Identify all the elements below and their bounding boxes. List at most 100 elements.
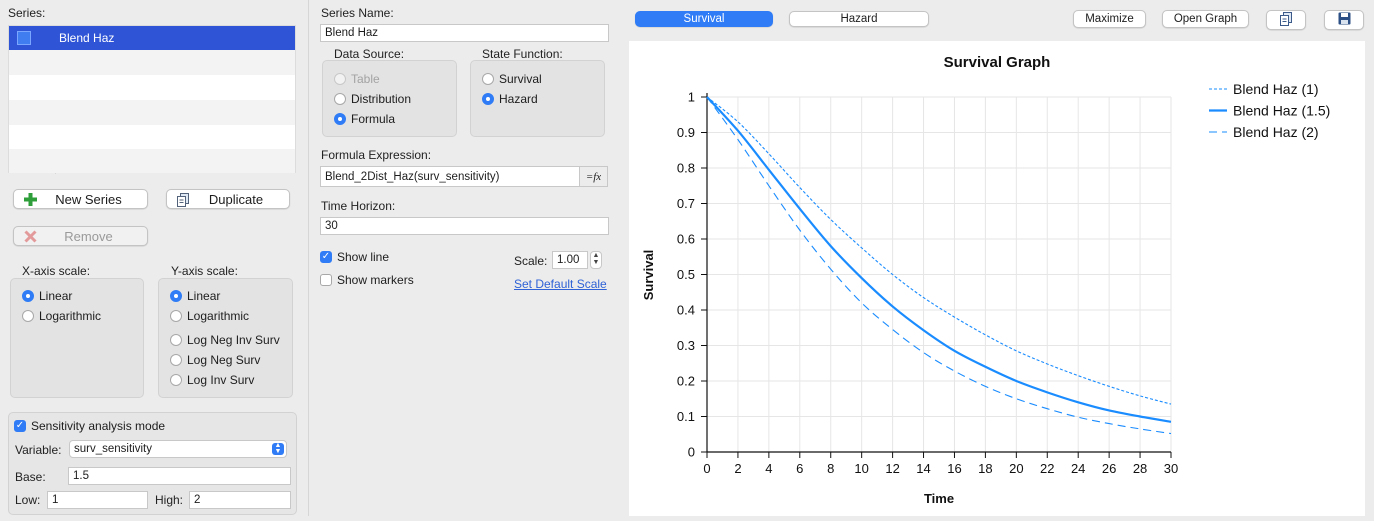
series-name-input[interactable]: Blend Haz xyxy=(320,24,609,42)
base-label: Base: xyxy=(15,470,46,484)
new-series-button[interactable]: New Series xyxy=(13,189,148,209)
variable-select[interactable]: surv_sensitivity ▲ ▼ xyxy=(69,440,287,458)
show-line-checkbox[interactable]: ✓ Show line xyxy=(320,250,389,264)
y-tick-label: 0.8 xyxy=(677,161,695,176)
checkbox-label: Sensitivity analysis mode xyxy=(31,419,166,433)
table-row[interactable] xyxy=(9,125,295,149)
state-function-label: State Function: xyxy=(482,47,563,61)
radio-label: Logarithmic xyxy=(187,309,250,323)
radio-label: Survival xyxy=(499,72,542,86)
survival-chart: Survival Graph Time Survival 0 2 4 6 8 10 12 14… xyxy=(641,54,1330,506)
open-graph-button[interactable]: Open Graph xyxy=(1162,10,1249,28)
copy-graph-button[interactable] xyxy=(1266,10,1306,30)
legend-label: Blend Haz (1) xyxy=(1233,81,1319,97)
x-tick-label: 22 xyxy=(1040,461,1054,476)
plus-icon xyxy=(24,193,37,206)
y-axis-title: Survival xyxy=(641,250,656,301)
panel-divider[interactable] xyxy=(308,0,309,516)
checkbox-label: Show markers xyxy=(337,273,414,287)
radio-dot xyxy=(170,334,182,346)
y-log-neg-surv-radio[interactable]: Log Neg Surv xyxy=(170,353,260,367)
duplicate-button[interactable]: Duplicate xyxy=(166,189,290,209)
show-markers-checkbox[interactable]: Show markers xyxy=(320,273,414,287)
table-row[interactable]: Blend Haz xyxy=(9,26,295,50)
y-axis-scale-label: Y-axis scale: xyxy=(171,264,238,278)
x-linear-radio[interactable]: Linear xyxy=(22,289,72,303)
radio-dot xyxy=(22,290,34,302)
y-tick-label: 0.3 xyxy=(677,338,695,353)
remove-label: Remove xyxy=(64,228,113,244)
series-color-swatch xyxy=(17,31,31,45)
time-horizon-input[interactable]: 30 xyxy=(320,217,609,235)
chevron-up-icon: ▲ xyxy=(592,252,600,259)
series-table[interactable]: Blend Haz xyxy=(8,25,296,174)
formula-radio[interactable]: Formula xyxy=(334,112,395,126)
x-axis-scale-label: X-axis scale: xyxy=(22,264,91,278)
radio-dot xyxy=(334,93,346,105)
series-label: Series: xyxy=(8,6,46,20)
y-log-neg-inv-surv-radio[interactable]: Log Neg Inv Surv xyxy=(170,333,280,347)
survival-radio[interactable]: Survival xyxy=(482,72,542,86)
y-tick-label: 0.2 xyxy=(677,374,695,389)
check-icon: ✓ xyxy=(320,251,332,263)
fx-icon: =fx xyxy=(585,170,602,183)
y-tick-label: 0.1 xyxy=(677,409,695,424)
x-tick-label: 24 xyxy=(1071,461,1085,476)
close-icon xyxy=(24,230,37,246)
radio-dot xyxy=(170,290,182,302)
x-tick-label: 0 xyxy=(703,461,710,476)
series-name-label: Series Name: xyxy=(321,6,394,20)
radio-label: Log Neg Surv xyxy=(187,353,261,367)
copy-icon xyxy=(177,193,190,210)
checkbox-label: Show line xyxy=(337,250,390,264)
y-log-radio[interactable]: Logarithmic xyxy=(170,309,249,323)
maximize-button[interactable]: Maximize xyxy=(1073,10,1146,28)
save-graph-button[interactable] xyxy=(1324,10,1364,30)
table-row[interactable] xyxy=(9,100,295,125)
save-icon xyxy=(1338,12,1351,28)
high-input[interactable]: 2 xyxy=(189,491,291,509)
distribution-radio[interactable]: Distribution xyxy=(334,92,411,106)
y-tick-label: 0.9 xyxy=(677,125,695,140)
sensitivity-mode-checkbox[interactable]: ✓ Sensitivity analysis mode xyxy=(14,419,165,433)
radio-label: Log Inv Surv xyxy=(187,373,255,387)
y-tick-label: 0.5 xyxy=(677,267,695,282)
variable-label: Variable: xyxy=(15,443,62,457)
tab-hazard[interactable]: Hazard xyxy=(789,11,929,27)
table-row[interactable] xyxy=(9,75,295,100)
x-axis-title: Time xyxy=(924,491,954,506)
table-row[interactable] xyxy=(9,50,295,75)
x-tick-label: 14 xyxy=(916,461,930,476)
x-tick-label: 12 xyxy=(885,461,899,476)
chart-panel: Survival Graph Time Survival 0 2 4 6 8 10 12 14… xyxy=(629,41,1365,516)
formula-input[interactable]: Blend_2Dist_Haz(surv_sensitivity) xyxy=(320,166,580,187)
scale-input[interactable]: 1.00 xyxy=(552,251,588,269)
radio-dot xyxy=(334,73,346,85)
data-source-label: Data Source: xyxy=(334,47,405,61)
table-radio[interactable]: Table xyxy=(334,72,380,86)
new-series-label: New Series xyxy=(55,191,122,207)
x-log-radio[interactable]: Logarithmic xyxy=(22,309,101,323)
formula-editor-button[interactable]: =fx xyxy=(579,166,608,187)
low-input[interactable]: 1 xyxy=(47,491,148,509)
scale-stepper[interactable]: ▲ ▼ xyxy=(590,251,602,269)
y-linear-radio[interactable]: Linear xyxy=(170,289,220,303)
x-tick-label: 20 xyxy=(1009,461,1023,476)
hazard-radio[interactable]: Hazard xyxy=(482,92,538,106)
select-arrows-icon: ▲ ▼ xyxy=(272,442,284,455)
base-input[interactable]: 1.5 xyxy=(68,467,291,485)
radio-dot xyxy=(170,374,182,386)
set-default-scale-link[interactable]: Set Default Scale xyxy=(514,277,607,291)
table-row[interactable] xyxy=(9,149,295,173)
series-line xyxy=(706,96,1172,435)
y-tick-label: 0.6 xyxy=(677,232,695,247)
radio-label: Logarithmic xyxy=(39,309,102,323)
chart-title: Survival Graph xyxy=(944,54,1051,71)
remove-button[interactable]: Remove xyxy=(13,226,148,246)
y-log-inv-surv-radio[interactable]: Log Inv Surv xyxy=(170,373,254,387)
x-tick-label: 26 xyxy=(1102,461,1116,476)
tab-survival[interactable]: Survival xyxy=(635,11,773,27)
x-tick-label: 4 xyxy=(765,461,772,476)
time-horizon-label: Time Horizon: xyxy=(321,199,396,213)
x-tick-label: 28 xyxy=(1133,461,1147,476)
